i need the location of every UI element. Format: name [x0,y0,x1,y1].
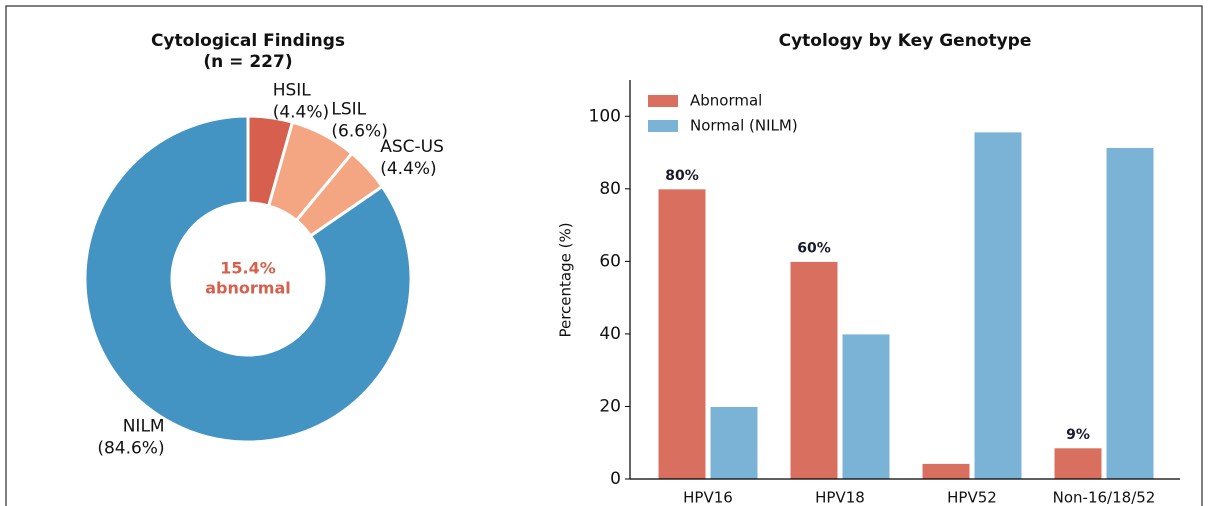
bar [1105,146,1155,480]
bar [973,131,1023,480]
wedge-value-label: (6.6%) [331,121,387,141]
x-tick-label: HPV18 [815,489,865,506]
center-label: abnormal [205,279,290,298]
wedge-value-label: (4.4%) [380,159,436,179]
wedge-value-label: (84.6%) [97,439,164,459]
wedge-label: ASC-US [380,137,444,157]
y-tick-label: 20 [599,396,621,416]
center-label: 15.4% [220,259,276,278]
bar-value-label: 9% [1066,427,1090,443]
y-axis-label: Percentage (%) [557,222,575,337]
legend-swatch [648,95,678,107]
x-tick-label: HPV16 [683,489,733,506]
bar-value-label: 60% [797,240,831,256]
pie-subtitle: (n = 227) [203,52,292,72]
legend-label: Abnormal [690,92,762,110]
bar [1053,447,1103,480]
bar-title: Cytology by Key Genotype [779,31,1032,51]
y-tick-label: 100 [589,106,621,126]
y-tick-label: 40 [599,324,621,344]
y-tick-label: 60 [599,251,621,271]
wedge-label: HSIL [273,80,312,100]
wedge-value-label: (4.4%) [273,102,329,122]
y-tick-label: 0 [610,469,621,489]
bar [921,462,971,480]
legend-label: Normal (NILM) [690,117,798,135]
bar [841,333,891,480]
figure-border [5,5,1203,506]
bar [709,405,759,480]
pie-wedge [83,114,413,444]
pie-title: Cytological Findings [151,31,345,51]
wedge-label: LSIL [331,99,366,119]
x-tick-label: Non-16/18/52 [1053,489,1156,506]
x-tick-label: HPV52 [947,489,997,506]
bar-value-label: 80% [665,168,699,184]
legend-swatch [648,120,678,132]
wedge-label: NILM [123,417,165,437]
y-tick-label: 80 [599,179,621,199]
bar [657,188,707,480]
bar [789,260,839,480]
